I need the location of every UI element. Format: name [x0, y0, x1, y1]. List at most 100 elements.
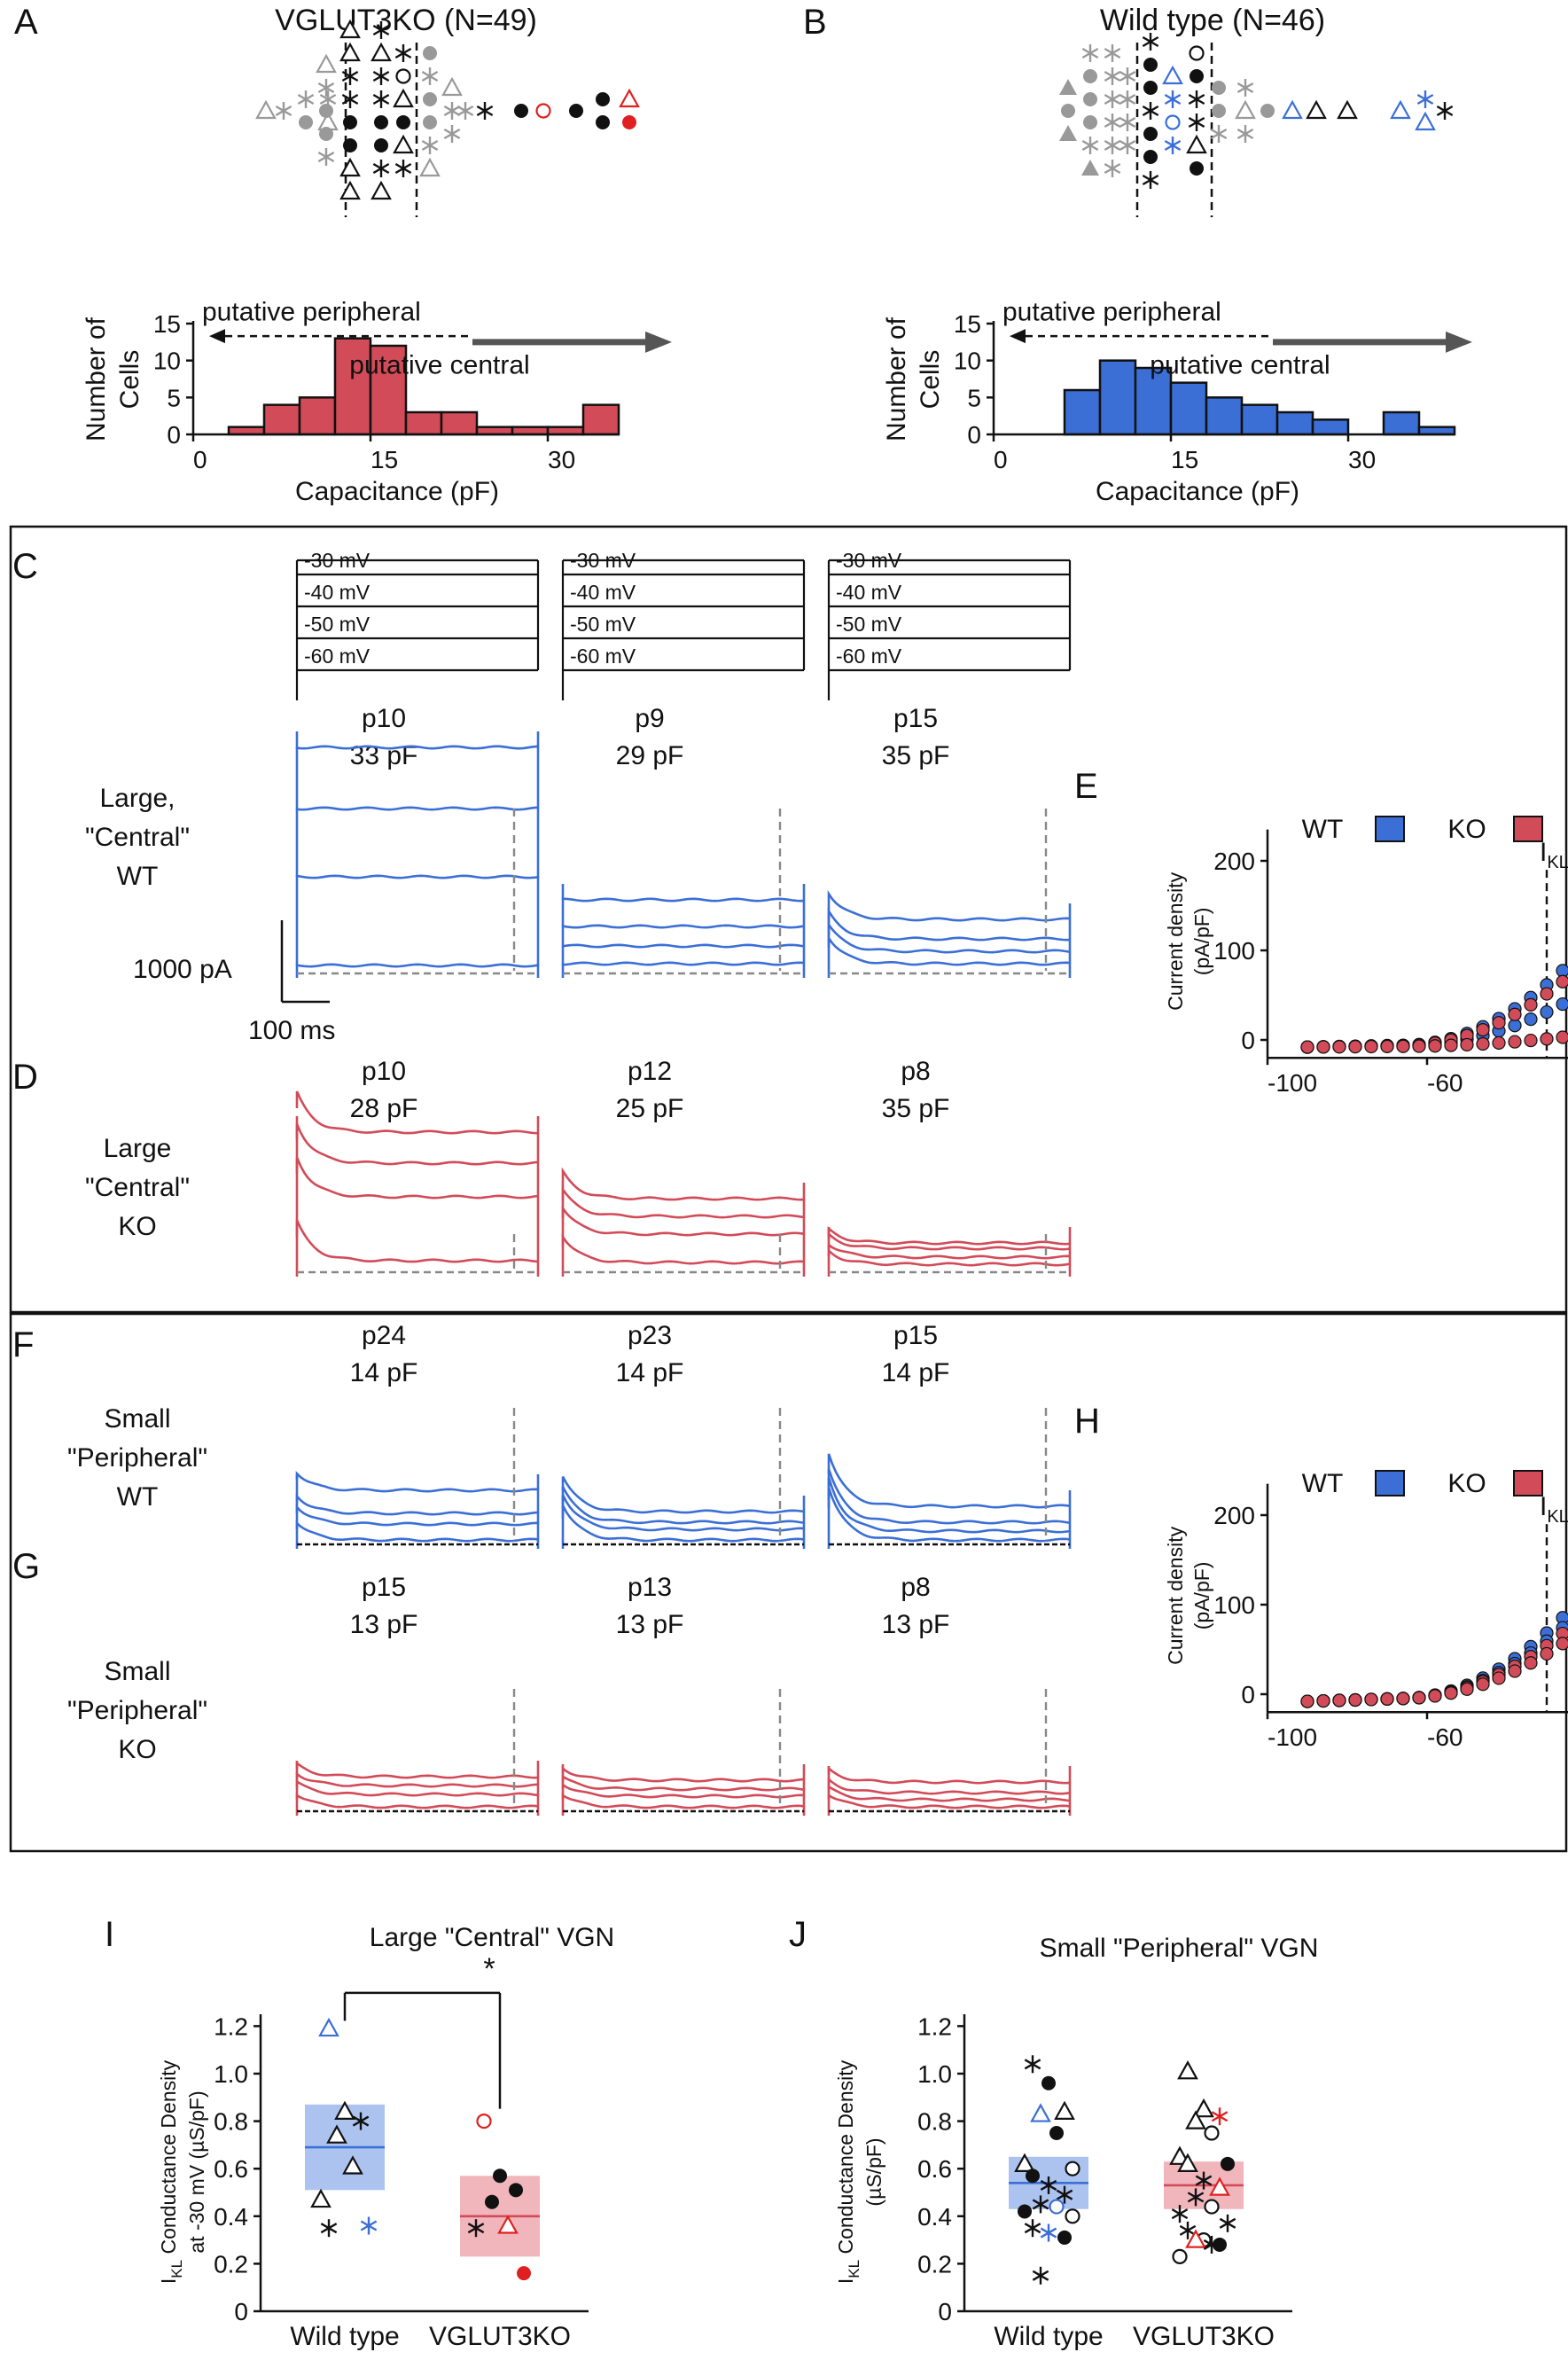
current-trace — [295, 1793, 539, 1809]
current-trace — [561, 1185, 805, 1219]
panel-letter-J: J — [789, 1915, 807, 1954]
marker-triangle — [1337, 99, 1358, 120]
marker-dot — [1212, 104, 1226, 118]
iv-data-point — [1444, 1038, 1458, 1052]
asterisk-stroke — [1195, 2175, 1213, 2186]
y-axis-label-line1: Current density — [1164, 1526, 1187, 1664]
x-tick-label: -60 — [1427, 1069, 1463, 1097]
ikl-label-sub: KL — [1547, 1507, 1568, 1527]
asterisk-stroke — [1024, 2059, 1041, 2070]
y-tick-label: 0 — [967, 421, 981, 449]
panel-A-title: VGLUT3KO (N=49) — [275, 4, 537, 37]
cell-age-label: p9 — [635, 704, 664, 733]
iv-data-point — [1396, 1692, 1410, 1706]
marker-asterisk — [1188, 113, 1205, 131]
y-tick-label: 0 — [234, 2298, 248, 2325]
scale-bar-current-label: 1000 pA — [133, 955, 232, 984]
legend-ko-label: KO — [1447, 1469, 1486, 1498]
panel-letter-H: H — [1074, 1402, 1100, 1441]
iv-data-point — [1524, 1012, 1538, 1027]
y-tick-label: 15 — [954, 310, 981, 338]
y-tick-label: 0 — [1241, 1027, 1255, 1054]
panel-B-title: Wild type (N=46) — [1100, 4, 1325, 37]
marker-asterisk — [372, 67, 390, 85]
marker-asterisk — [1236, 79, 1254, 97]
marker-dot — [423, 92, 437, 106]
histogram-bar — [1205, 396, 1244, 436]
voltage-step-label: -50 mV — [836, 613, 902, 636]
iv-data-point — [1380, 1039, 1394, 1054]
panel-F-H-frame — [9, 1312, 1568, 1853]
marker-asterisk — [372, 160, 390, 177]
marker-asterisk — [394, 160, 412, 177]
marker-triangle — [497, 2215, 519, 2234]
current-trace — [295, 1156, 539, 1200]
cell-capacitance-label: 14 pF — [882, 1358, 950, 1387]
marker-circle — [535, 103, 551, 119]
marker-asterisk — [1032, 2195, 1049, 2214]
panel-J-title: Small "Peripheral" VGN — [1040, 1934, 1319, 1963]
marker-asterisk — [1416, 90, 1434, 108]
marker-asterisk — [421, 137, 439, 154]
voltage-protocol — [295, 559, 540, 700]
cell-capacitance-label: 14 pF — [350, 1358, 418, 1387]
marker-dot — [343, 115, 357, 129]
asterisk-stroke — [1211, 2111, 1229, 2122]
y-label-main: I — [157, 2278, 180, 2284]
cell-age-label: p10 — [362, 704, 406, 733]
panel-letter-F: F — [12, 1325, 34, 1364]
marker-triangle — [1186, 134, 1207, 154]
marker-triangle — [1162, 65, 1183, 85]
marker-asterisk — [394, 44, 412, 62]
current-trace — [295, 874, 539, 879]
voltage-step-label: -40 mV — [304, 581, 371, 604]
marker-dot — [1213, 2237, 1227, 2252]
current-trace — [561, 1233, 805, 1265]
marker-triangle — [255, 99, 277, 120]
iv-data-point — [1508, 1019, 1522, 1033]
y-tick-label: 0.8 — [917, 2108, 952, 2136]
marker-asterisk — [1104, 113, 1121, 131]
marker-asterisk — [1119, 90, 1136, 108]
marker-triangle — [310, 2188, 332, 2208]
marker-triangle — [1054, 2100, 1075, 2120]
x-axis-label: Capacitance (pF) — [1096, 477, 1299, 506]
histogram-bar — [581, 403, 620, 436]
x-tick-label: -100 — [1268, 1069, 1317, 1097]
marker-dot — [596, 92, 610, 106]
asterisk-stroke — [1119, 70, 1136, 82]
ikl-label-main: I — [1540, 838, 1547, 867]
peripheral-label: putative peripheral — [202, 298, 421, 327]
marker-circle — [1189, 45, 1205, 61]
histogram-bar — [404, 410, 443, 436]
cell-age-label: p23 — [628, 1321, 672, 1350]
legend-ko-swatch — [1513, 1470, 1543, 1496]
asterisk-stroke — [1164, 139, 1182, 152]
marker-triangle — [1030, 2103, 1051, 2122]
row-label-G: "Peripheral" — [67, 1696, 207, 1725]
asterisk-stroke — [319, 93, 337, 105]
y-tick-label: 0 — [167, 421, 181, 449]
asterisk-stroke — [1236, 128, 1254, 140]
marker-asterisk — [1210, 125, 1228, 143]
current-trace — [827, 921, 1071, 954]
y-label-rest: Conductance Density — [157, 2059, 180, 2260]
panel-letter-E: E — [1074, 767, 1098, 806]
asterisk-stroke — [1104, 70, 1121, 82]
histogram-bar — [1240, 403, 1279, 436]
marker-asterisk — [476, 102, 494, 120]
marker-asterisk — [1024, 2055, 1041, 2074]
histogram-bar — [1169, 381, 1208, 436]
x-tick-label: 30 — [1348, 446, 1376, 473]
ikl-label: IKL — [1540, 1492, 1568, 1527]
marker-circle — [1065, 2161, 1080, 2176]
y-tick-label: 0.6 — [917, 2155, 952, 2183]
y-tick-label: 1.2 — [917, 2012, 952, 2040]
cell-age-label: p8 — [901, 1573, 930, 1602]
current-trace — [561, 1782, 805, 1799]
y-tick-label: 0.8 — [214, 2108, 248, 2136]
marker-asterisk — [1081, 137, 1099, 154]
marker-asterisk — [1142, 33, 1159, 51]
marker-dot — [1083, 115, 1097, 129]
legend-wt-label: WT — [1302, 1469, 1344, 1498]
